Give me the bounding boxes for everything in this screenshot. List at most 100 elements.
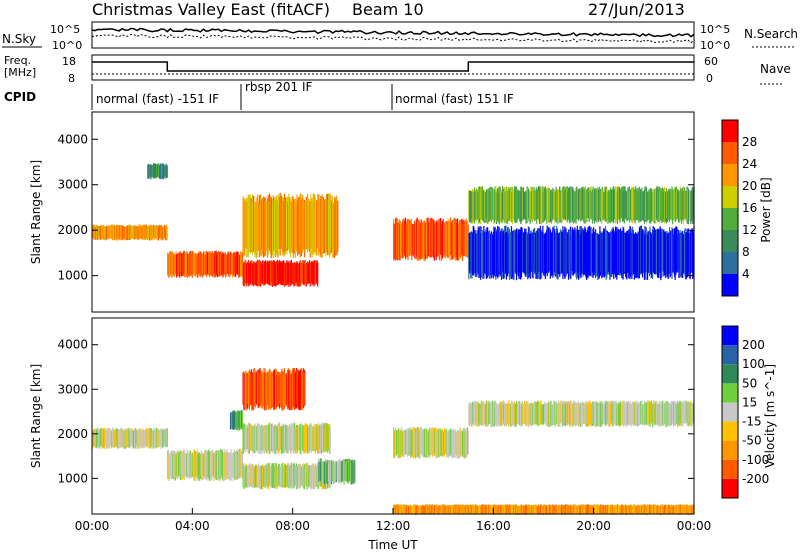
heatmap-cell bbox=[228, 253, 230, 277]
heatmap-cell bbox=[639, 188, 641, 221]
heatmap-cell bbox=[219, 251, 221, 277]
heatmap-cell bbox=[579, 190, 582, 222]
heatmap-cell bbox=[690, 191, 693, 219]
heatmap-cell bbox=[301, 197, 303, 253]
heatmap-cell bbox=[517, 229, 519, 276]
heatmap-cell bbox=[663, 505, 665, 514]
heatmap-cell bbox=[261, 260, 264, 284]
heatmap-cell bbox=[303, 199, 306, 258]
heatmap-cell bbox=[285, 373, 287, 405]
heatmap-cell bbox=[647, 192, 649, 220]
heatmap-cell bbox=[102, 225, 104, 240]
heatmap-cell bbox=[250, 368, 252, 405]
heatmap-cell bbox=[673, 188, 675, 220]
heatmap-cell bbox=[242, 196, 244, 253]
heatmap-cell bbox=[112, 427, 114, 448]
heatmap-cell bbox=[98, 226, 100, 239]
colorbar-tick-label: 12 bbox=[742, 223, 757, 237]
heatmap-cell bbox=[527, 505, 529, 515]
heatmap-cell bbox=[549, 504, 551, 514]
heatmap-cell bbox=[207, 255, 209, 275]
heatmap-cell bbox=[303, 464, 306, 489]
heatmap-cell bbox=[200, 450, 202, 477]
heatmap-cell bbox=[327, 460, 329, 484]
heatmap-cell bbox=[243, 423, 245, 450]
heatmap-cell bbox=[518, 190, 520, 219]
heatmap-cell bbox=[427, 217, 429, 256]
heatmap-cell bbox=[267, 462, 269, 489]
heatmap-cell bbox=[268, 424, 271, 455]
heatmap-cell bbox=[651, 229, 654, 280]
heatmap-cell bbox=[534, 190, 536, 222]
heatmap-cell bbox=[621, 186, 624, 222]
heatmap-cell bbox=[315, 426, 317, 452]
heatmap-cell bbox=[458, 430, 460, 459]
heatmap-cell bbox=[594, 401, 597, 428]
heatmap-cell bbox=[564, 226, 567, 278]
heatmap-cell bbox=[514, 186, 516, 222]
heatmap-cell bbox=[557, 189, 559, 224]
heatmap-cell bbox=[655, 402, 657, 425]
heatmap-cell bbox=[307, 264, 309, 284]
heatmap-cell bbox=[502, 231, 504, 272]
heatmap-cell bbox=[267, 261, 269, 284]
heatmap-cell bbox=[630, 189, 632, 220]
heatmap-cell bbox=[612, 505, 614, 515]
heatmap-cell bbox=[279, 466, 281, 488]
heatmap-cell bbox=[259, 367, 261, 407]
heatmap-cell bbox=[314, 463, 316, 487]
heatmap-cell bbox=[316, 424, 318, 450]
heatmap-cell bbox=[335, 195, 338, 251]
heatmap-cell bbox=[105, 429, 107, 447]
heatmap-cell bbox=[254, 262, 256, 285]
heatmap-cell bbox=[109, 428, 111, 447]
heatmap-cell bbox=[278, 371, 280, 407]
heatmap-cell bbox=[417, 430, 419, 458]
heatmap-cell bbox=[440, 218, 442, 255]
heatmap-cell bbox=[530, 505, 533, 514]
heatmap-cell bbox=[470, 505, 472, 514]
heatmap-cell bbox=[574, 504, 576, 514]
heatmap-cell bbox=[203, 251, 205, 276]
heatmap-cell bbox=[269, 465, 271, 486]
heatmap-cell bbox=[571, 403, 573, 427]
heatmap-cell bbox=[402, 430, 404, 456]
heatmap-cell bbox=[171, 251, 173, 275]
heatmap-cell bbox=[600, 505, 602, 515]
heatmap-cell bbox=[648, 402, 651, 425]
heatmap-cell bbox=[443, 431, 445, 455]
heatmap-cell bbox=[616, 228, 619, 275]
heatmap-cell bbox=[639, 504, 641, 514]
heatmap-cell bbox=[128, 429, 131, 449]
heatmap-cell bbox=[256, 369, 259, 406]
heatmap-cell bbox=[692, 504, 694, 515]
heatmap-cell bbox=[546, 403, 548, 426]
heatmap-cell bbox=[599, 505, 601, 514]
heatmap-cell bbox=[307, 425, 309, 453]
heatmap-cell bbox=[243, 201, 245, 257]
heatmap-cell bbox=[516, 189, 518, 222]
heatmap-cell bbox=[670, 230, 672, 277]
heatmap-cell bbox=[655, 231, 657, 274]
heatmap-cell bbox=[164, 224, 166, 238]
heatmap-cell bbox=[451, 429, 453, 457]
heatmap-cell bbox=[574, 233, 577, 274]
heatmap-cell bbox=[548, 402, 550, 427]
heatmap-cell bbox=[503, 190, 505, 223]
heatmap-cell bbox=[295, 424, 298, 450]
heatmap-cell bbox=[162, 430, 165, 447]
heatmap-cell bbox=[189, 251, 191, 276]
heatmap-cell bbox=[303, 462, 305, 490]
heatmap-cell bbox=[255, 261, 257, 286]
noise-left-label: N.Sky bbox=[2, 32, 36, 46]
heatmap-cell bbox=[398, 428, 400, 458]
heatmap-cell bbox=[287, 425, 289, 454]
heatmap-cell bbox=[278, 196, 281, 249]
heatmap-cell bbox=[539, 228, 541, 280]
heatmap-cell bbox=[638, 227, 641, 279]
heatmap-cell bbox=[167, 253, 170, 278]
heatmap-cell bbox=[310, 466, 313, 488]
heatmap-cell bbox=[561, 400, 563, 427]
heatmap-cell bbox=[187, 254, 189, 274]
heatmap-cell bbox=[448, 505, 450, 515]
